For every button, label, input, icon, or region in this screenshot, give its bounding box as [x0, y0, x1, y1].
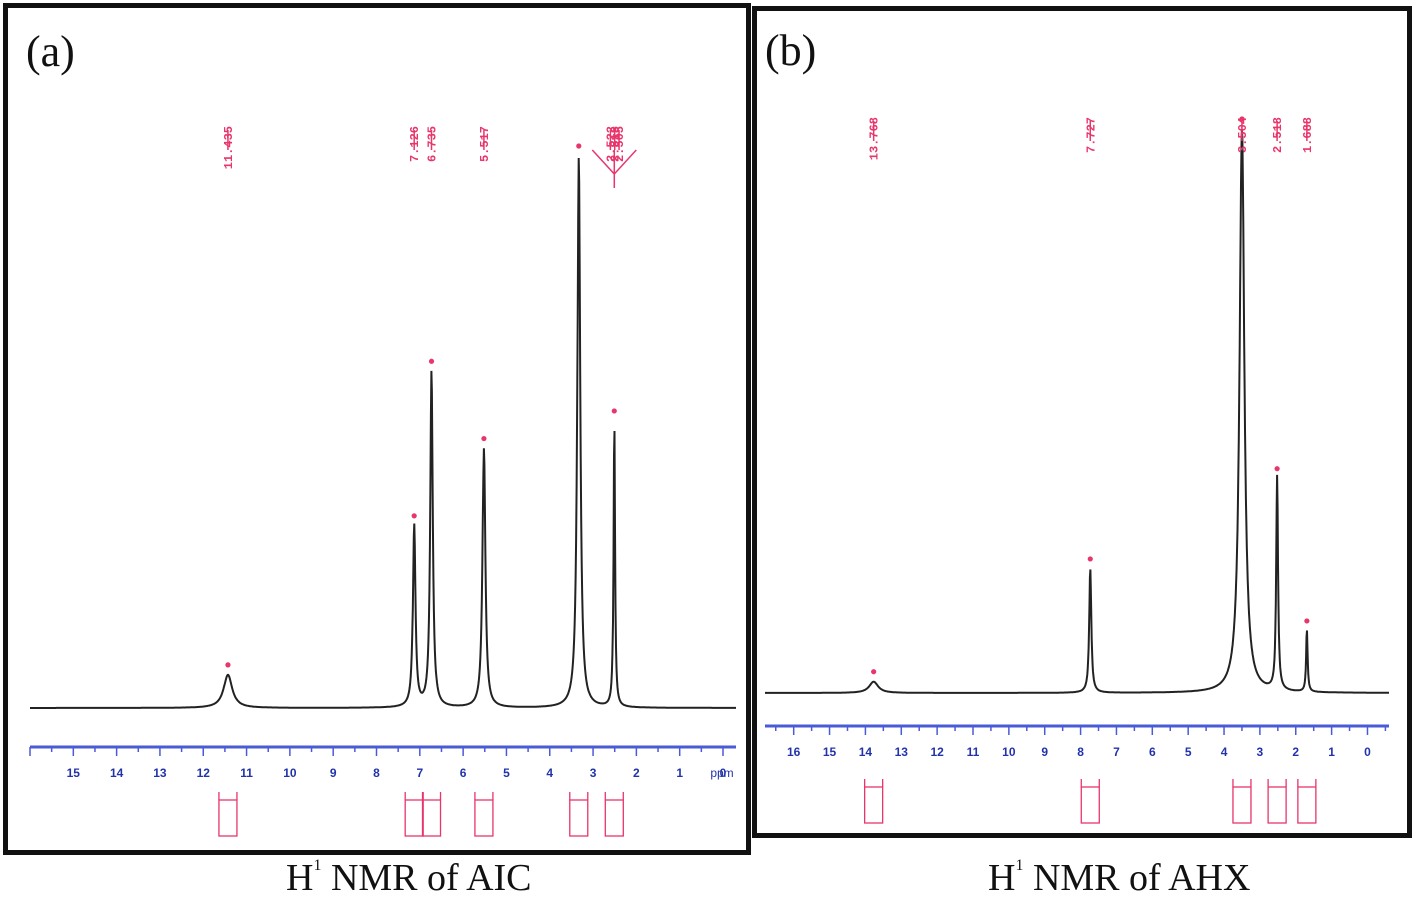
peak-marker: [225, 662, 231, 668]
caption-a-text: NMR of AIC: [330, 857, 532, 899]
integral-box: [1267, 786, 1287, 824]
x-tick-label: 7: [416, 766, 423, 780]
peak-shift-label: 13.768: [868, 117, 882, 160]
integral-box: [404, 799, 424, 837]
x-tick-label: 6: [1149, 745, 1156, 759]
spectrum-trace: [765, 128, 1389, 694]
caption-b: H1 NMR of AHX: [988, 857, 1251, 899]
peak-shift-label: 5.517: [478, 126, 492, 162]
x-tick-label: 14: [859, 745, 873, 759]
peak-shift-label: 3.504: [1236, 117, 1250, 153]
peak-marker: [411, 513, 417, 519]
x-tick-label: 1: [676, 766, 683, 780]
x-tick-label: 13: [153, 766, 167, 780]
peak-shift-label: 2.518: [1271, 117, 1285, 153]
x-tick-label: 1: [1328, 745, 1335, 759]
peak-shift-label: 6.735: [426, 126, 440, 162]
x-tick-label: 12: [930, 745, 944, 759]
x-tick-label: 0: [720, 766, 727, 780]
peak-marker: [1274, 466, 1280, 472]
peak-shift-label: 2.505: [613, 126, 627, 162]
nmr-spectrum-b: 16 15 14 13 12 11 10 9 8 7 6 5 4 3 2 1 013.768 7.727 3.504…: [765, 116, 1389, 824]
x-tick-label: 11: [240, 766, 253, 780]
peak-shift-label: 7.727: [1084, 117, 1098, 153]
spectrum-panel-b: 16 15 14 13 12 11 10 9 8 7 6 5 4 3 2 1 0 13.768 7.727 3.504…: [752, 6, 1412, 838]
x-tick-label: 15: [823, 745, 837, 759]
peak-marker: [1304, 618, 1310, 624]
x-tick-label: 8: [373, 766, 380, 780]
peak-marker: [1239, 116, 1245, 122]
peak-marker: [1087, 556, 1093, 562]
x-tick-label: 9: [330, 766, 337, 780]
x-tick-label: 12: [197, 766, 211, 780]
x-tick-label: 2: [633, 766, 640, 780]
x-tick-label: 10: [1002, 745, 1016, 759]
x-tick-label: 6: [460, 766, 467, 780]
x-tick-label: 16: [787, 745, 801, 759]
x-tick-label: 2: [1292, 745, 1299, 759]
integral-box: [864, 786, 884, 824]
spectrum-panel-a: 15 14 13 12 11 10 9 8 7 6 5 4 3 2 1 0 ppm 11.435 7.126 6.73…: [3, 3, 751, 855]
x-tick-label: 15: [67, 766, 81, 780]
x-tick-label: 7: [1113, 745, 1120, 759]
x-tick-label: 4: [546, 766, 553, 780]
peak-marker: [611, 408, 617, 414]
integral-box: [1232, 786, 1252, 824]
x-tick-label: 11: [967, 745, 980, 759]
integral-box: [1080, 786, 1100, 824]
x-tick-label: 3: [590, 766, 597, 780]
spectrum-trace: [30, 157, 736, 709]
integral-box: [474, 799, 494, 837]
x-tick-label: 0: [1364, 745, 1371, 759]
peak-shift-label: 1.688: [1301, 117, 1315, 153]
x-tick-label: 14: [110, 766, 124, 780]
x-tick-label: 3: [1257, 745, 1264, 759]
x-tick-label: 5: [1185, 745, 1192, 759]
x-tick-label: 10: [283, 766, 297, 780]
x-tick-label: 4: [1221, 745, 1228, 759]
peak-marker: [576, 143, 582, 149]
caption-b-prefix: H: [988, 857, 1016, 899]
x-tick-label: 8: [1077, 745, 1084, 759]
peak-connector: [591, 149, 615, 175]
integral-box: [421, 799, 442, 837]
x-tick-label: 13: [895, 745, 909, 759]
x-unit-label: ppm: [710, 766, 733, 780]
peak-connector: [613, 149, 637, 175]
peak-marker: [428, 358, 435, 364]
panel-label-b: (b): [765, 26, 817, 75]
integral-box: [1297, 786, 1317, 824]
peak-shift-label: 11.435: [222, 126, 236, 169]
caption-b-superscript: 1: [1015, 857, 1024, 874]
caption-a: H1 NMR of AIC: [286, 857, 532, 899]
x-tick-label: 5: [503, 766, 510, 780]
peak-marker: [481, 435, 487, 442]
peak-marker: [871, 669, 877, 675]
x-tick-label: 9: [1041, 745, 1048, 759]
integral-box: [604, 799, 624, 837]
integral-box: [569, 799, 589, 837]
panel-label-a: (a): [26, 27, 75, 76]
caption-b-text: NMR of AHX: [1032, 857, 1251, 899]
integral-box: [218, 799, 238, 837]
peak-shift-label: 7.126: [408, 126, 422, 162]
caption-a-superscript: 1: [313, 857, 322, 874]
caption-a-prefix: H: [286, 857, 314, 899]
